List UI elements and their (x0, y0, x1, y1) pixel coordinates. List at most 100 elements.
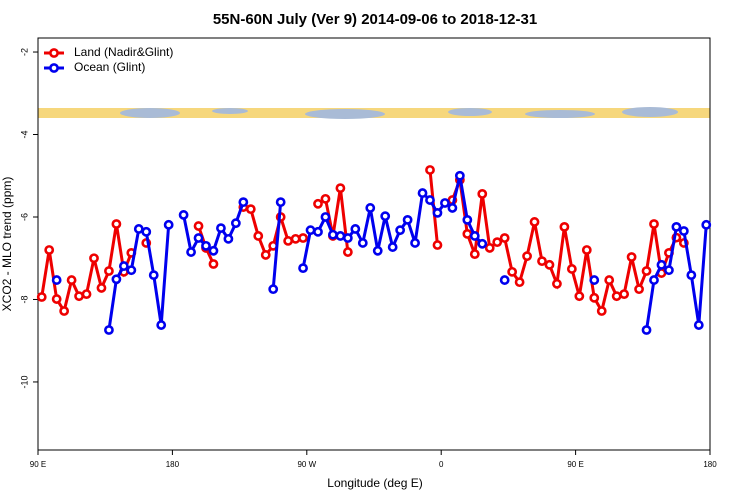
data-point (193, 221, 204, 231)
data-point (201, 240, 211, 251)
data-point (462, 228, 473, 239)
data-point (432, 240, 443, 250)
data-point (499, 275, 510, 285)
data-point (678, 226, 689, 236)
data-point (477, 188, 488, 199)
data-point (260, 250, 271, 260)
data-point (51, 294, 62, 304)
data-point (395, 225, 406, 236)
data-point (208, 245, 219, 256)
data-point (268, 284, 279, 295)
data-point (44, 245, 55, 255)
data-point (74, 291, 84, 302)
data-point (342, 233, 353, 243)
data-point (193, 233, 204, 243)
data-point (275, 197, 286, 208)
data-point (320, 193, 331, 204)
data-point (36, 292, 47, 302)
data-point (163, 219, 174, 230)
x-tick-label: 90 E (30, 460, 46, 469)
data-point (141, 226, 152, 237)
data-point (238, 197, 249, 208)
data-point (649, 219, 659, 229)
data-point (335, 231, 346, 241)
data-point (641, 325, 652, 335)
data-point (440, 198, 450, 208)
data-point (335, 183, 346, 194)
data-point (350, 224, 361, 234)
data-point (581, 245, 592, 255)
data-point (118, 261, 129, 271)
data-point (313, 198, 323, 209)
data-point (469, 249, 480, 260)
data-point (514, 277, 525, 288)
data-point (529, 217, 540, 227)
data-point (686, 270, 697, 281)
data-point (380, 211, 391, 222)
data-point (313, 226, 323, 237)
data-point (619, 289, 630, 300)
y-tick-label: -4 (19, 130, 29, 138)
data-point (133, 224, 144, 234)
x-tick-label: 90 W (297, 460, 316, 469)
data-point (96, 283, 107, 293)
x-tick-label: 180 (703, 460, 717, 469)
data-point (544, 259, 555, 270)
y-tick-label: -10 (19, 375, 29, 388)
data-point (51, 275, 62, 285)
data-point (283, 236, 294, 246)
data-point (223, 233, 234, 244)
data-point (111, 274, 122, 285)
data-point (186, 247, 196, 257)
data-point (484, 243, 495, 253)
data-point (178, 210, 189, 220)
data-point (328, 229, 338, 240)
data-point (492, 237, 503, 248)
data-point (230, 218, 241, 229)
x-tick-label: 180 (166, 460, 180, 469)
data-point (626, 252, 637, 262)
chart-title: 55N-60N July (Ver 9) 2014-09-06 to 2018-… (213, 11, 537, 28)
legend-marker (49, 48, 59, 58)
data-point (611, 291, 622, 302)
y-axis-label: XCO2 - MLO trend (ppm) (0, 177, 14, 312)
plot-frame (37, 37, 711, 451)
data-point (447, 203, 458, 213)
legend-label: Land (Nadir&Glint) (74, 45, 173, 59)
data-point (417, 188, 428, 198)
data-point (499, 233, 510, 243)
data-point (305, 225, 316, 236)
data-point (148, 270, 159, 281)
data-point (372, 245, 383, 256)
data-point (298, 233, 308, 243)
data-point (59, 306, 70, 316)
data-point (641, 266, 652, 276)
data-point (664, 265, 674, 276)
x-axis-label: Longitude (deg E) (327, 476, 422, 490)
data-point (507, 266, 518, 277)
data-point (469, 231, 480, 241)
map-strip (38, 107, 710, 119)
data-point (111, 219, 122, 229)
data-point (104, 266, 114, 276)
data-point (596, 306, 607, 316)
data-point (701, 219, 712, 230)
data-point (552, 278, 562, 289)
y-tick-label: -8 (19, 295, 29, 303)
data-point (649, 275, 659, 285)
y-tick-label: -2 (19, 48, 29, 56)
data-point (574, 291, 585, 302)
data-point (290, 233, 301, 244)
data-point (402, 214, 413, 225)
data-point (559, 221, 570, 232)
data-point (410, 238, 420, 248)
data-point (634, 284, 644, 295)
data-point (81, 289, 92, 300)
data-point (365, 203, 376, 213)
data-point (537, 256, 547, 267)
data-point (604, 275, 615, 285)
y-tick-label: -6 (19, 213, 29, 221)
data-point (656, 259, 667, 270)
data-point (320, 212, 331, 222)
data-point (156, 320, 167, 330)
